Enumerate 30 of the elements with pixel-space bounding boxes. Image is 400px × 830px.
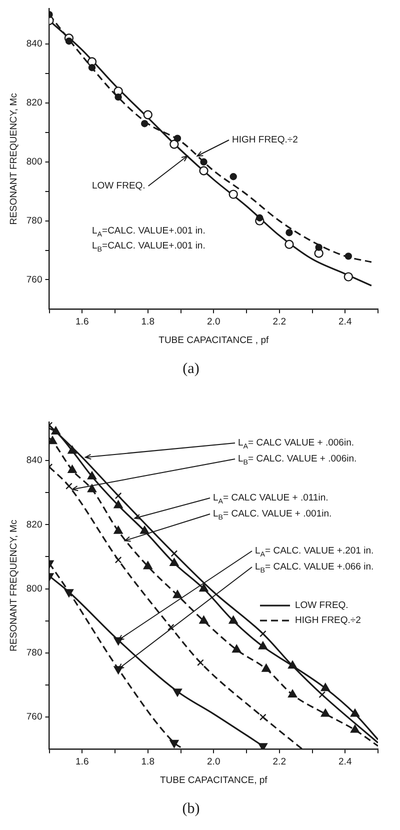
x-tick-label: 1.6: [76, 756, 89, 768]
y-tick-label: 800: [26, 583, 42, 594]
x-tick-label: 1.8: [141, 316, 154, 328]
x-tick-label: 2.0: [207, 316, 220, 328]
x-tick-label: 2.4: [338, 756, 352, 768]
text: (a): [182, 360, 200, 377]
y-tick-label: 820: [26, 519, 42, 530]
legend-label: LOW FREQ.: [295, 600, 348, 612]
annotation: HIGH FREQ.÷2: [232, 134, 298, 146]
x-tick-label: 1.6: [76, 316, 89, 328]
x-axis-title: TUBE CAPACITANCE , pf: [158, 334, 269, 346]
annotation: LOW FREQ.: [92, 180, 146, 192]
y-tick-label: 820: [26, 98, 42, 109]
y-axis-title: RESONANT FREQUENCY, Mc: [8, 92, 20, 225]
legend-label: HIGH FREQ.÷2: [295, 615, 361, 626]
x-tick-label: 2.4: [338, 316, 352, 328]
x-tick-label: 2.2: [272, 316, 286, 328]
y-tick-label: 780: [26, 648, 42, 659]
y-tick-label: 840: [26, 455, 42, 466]
x-tick-label: 2.2: [272, 756, 286, 768]
y-tick-label: 780: [26, 215, 42, 226]
y-tick-label: 800: [26, 156, 42, 168]
x-tick-label: 2.0: [207, 756, 220, 768]
x-axis-title: TUBE CAPACITANCE, pf: [160, 774, 268, 786]
text: (b): [182, 800, 200, 817]
y-tick-label: 840: [26, 38, 42, 50]
x-tick-label: 1.8: [141, 756, 154, 768]
y-axis-title: RESONANT FREQUENCY, Mc: [8, 520, 20, 652]
y-tick-label: 760: [26, 274, 42, 286]
y-tick-label: 760: [26, 712, 42, 723]
